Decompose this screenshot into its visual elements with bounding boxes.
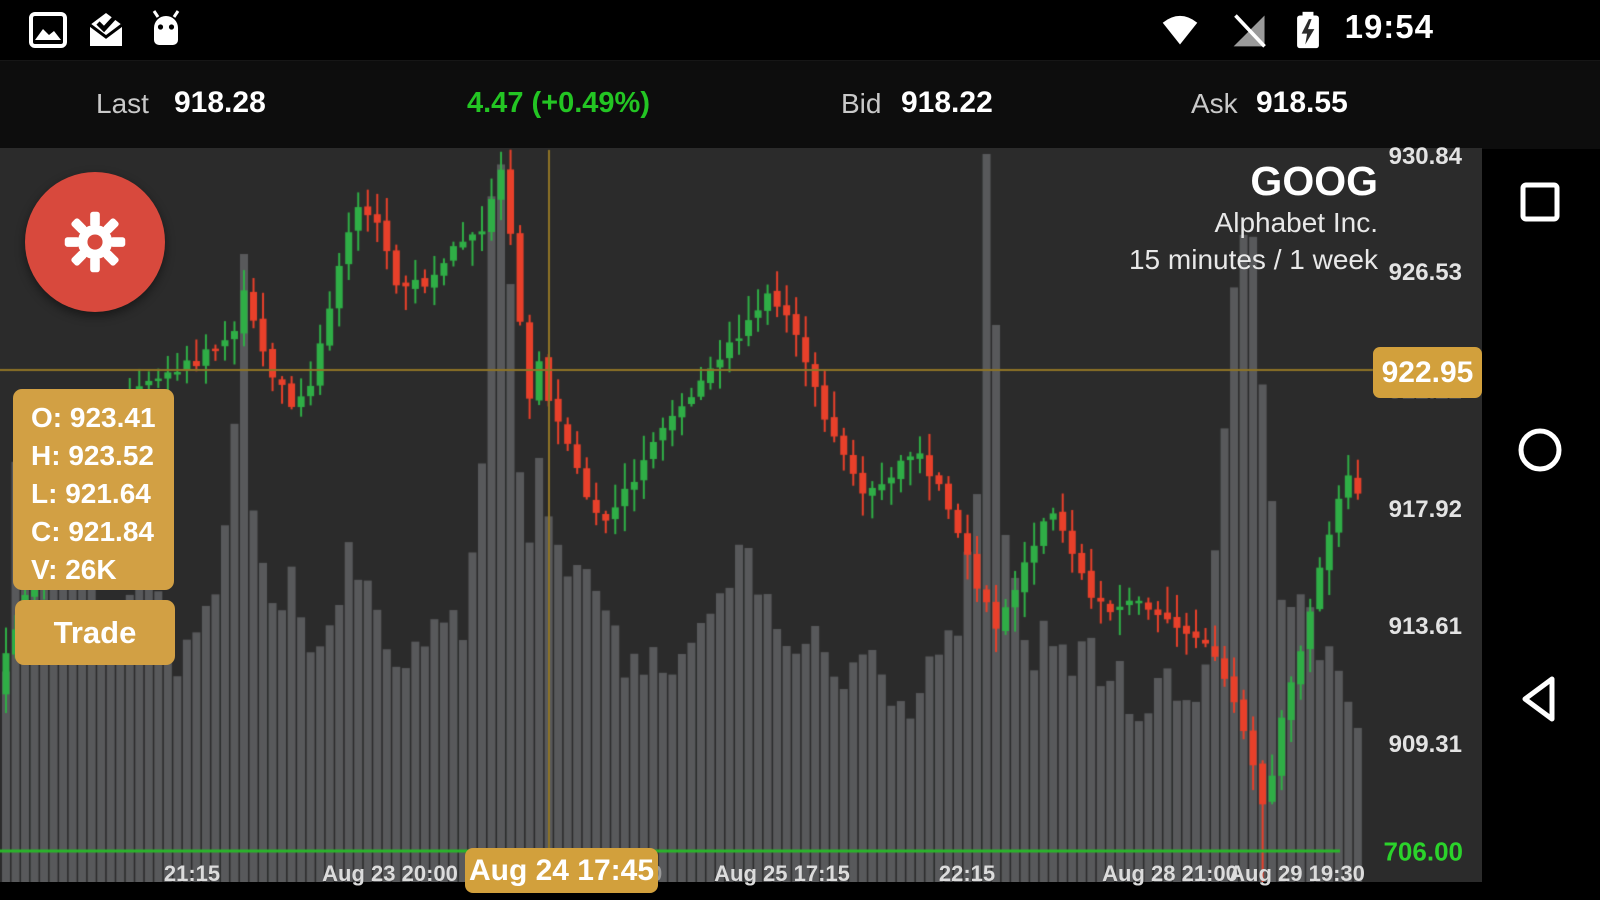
no-signal-icon bbox=[1233, 14, 1266, 48]
ohlc-volume: V: 26K bbox=[31, 554, 117, 585]
symbol-timeframe: 15 minutes / 1 week bbox=[1128, 244, 1378, 275]
gallery-icon bbox=[29, 12, 67, 48]
symbol-ticker: GOOG bbox=[1250, 158, 1378, 204]
last-label: Last bbox=[96, 88, 149, 119]
crosshair-time-label: Aug 24 17:45 bbox=[465, 848, 658, 893]
wifi-icon bbox=[1162, 15, 1198, 45]
chart-area[interactable]: GOOG Alphabet Inc. 15 minutes / 1 week 9… bbox=[0, 143, 1482, 886]
time-axis-label: 22:15 bbox=[938, 861, 996, 886]
time-axis-label: Aug 28 21:00 bbox=[1102, 861, 1238, 886]
bid-value: 918.22 bbox=[901, 86, 993, 119]
time-axis-label: Aug 29 19:30 bbox=[1229, 861, 1365, 886]
time-axis-label: 21:15 bbox=[163, 861, 221, 886]
inbox-icon bbox=[89, 13, 123, 46]
ask-value: 918.55 bbox=[1256, 86, 1348, 119]
symbol-info: GOOG Alphabet Inc. 15 minutes / 1 week bbox=[1129, 158, 1378, 278]
clock-time: 19:54 bbox=[1344, 8, 1434, 45]
home-circle-button[interactable] bbox=[1516, 426, 1564, 474]
android-icon bbox=[152, 10, 180, 45]
recents-square-button[interactable] bbox=[1516, 178, 1564, 226]
candlestick-chart-canvas[interactable] bbox=[0, 148, 1482, 882]
price-axis-label: 926.53 bbox=[1388, 259, 1462, 286]
last-value: 918.28 bbox=[174, 86, 266, 119]
ohlc-close: C: 921.84 bbox=[31, 516, 154, 547]
price-axis-label: 913.61 bbox=[1388, 613, 1462, 640]
crosshair-price-label: 922.95 bbox=[1373, 347, 1482, 398]
status-bar: 19:54 bbox=[0, 0, 1600, 60]
ohlc-high: H: 923.52 bbox=[31, 440, 154, 471]
back-triangle-button[interactable] bbox=[1516, 672, 1564, 726]
ohlc-open: O: 923.41 bbox=[31, 402, 156, 433]
battery-charging-icon bbox=[1297, 11, 1319, 49]
time-axis-label: Aug 23 20:00 bbox=[322, 861, 458, 886]
symbol-company: Alphabet Inc. bbox=[1214, 207, 1378, 238]
change-value: 4.47 (+0.49%) bbox=[467, 87, 650, 119]
session-line-price-label: 706.00 bbox=[1383, 836, 1463, 867]
gear-icon bbox=[64, 211, 126, 273]
bid-label: Bid bbox=[841, 88, 882, 119]
quote-bar: Last 918.28 4.47 (+0.49%) Bid 918.22 Ask… bbox=[0, 60, 1600, 149]
time-axis-label: Aug 25 17:15 bbox=[714, 861, 850, 886]
price-axis-label: 930.84 bbox=[1388, 143, 1462, 170]
trade-button[interactable]: Trade bbox=[15, 600, 175, 665]
price-axis-label: 909.31 bbox=[1388, 731, 1462, 758]
price-axis-label: 917.92 bbox=[1388, 496, 1462, 523]
settings-fab-button[interactable] bbox=[25, 172, 165, 312]
ohlc-low: L: 921.64 bbox=[31, 478, 151, 509]
ask-label: Ask bbox=[1191, 88, 1238, 119]
ohlc-info-panel: O: 923.41 H: 923.52 L: 921.64 C: 921.84 … bbox=[13, 389, 174, 590]
